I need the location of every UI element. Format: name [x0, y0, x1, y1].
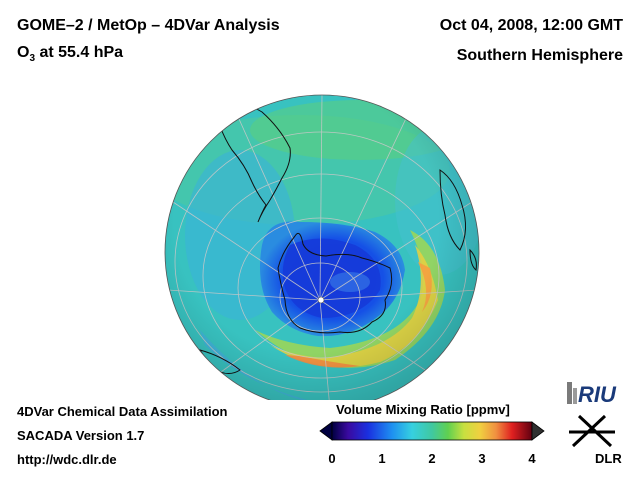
- globe-field: [165, 95, 479, 400]
- colorbar-tick-label: 2: [428, 451, 436, 466]
- colorbar-min-arrow: [319, 421, 333, 441]
- colorbar-title: Volume Mixing Ratio [ppmv]: [336, 402, 510, 417]
- pressure-level: at 55.4 hPa: [35, 44, 124, 61]
- colorbar: [319, 421, 545, 441]
- map-region: Southern Hemisphere: [456, 47, 623, 64]
- species-name: O: [17, 44, 30, 61]
- dlr-logo: DLR: [569, 414, 622, 466]
- map-date: Oct 04, 2008, 12:00 GMT: [439, 17, 623, 34]
- map-title: GOME–2 / MetOp – 4DVar Analysis: [17, 17, 280, 34]
- footer-url: http://wdc.dlr.de: [17, 452, 117, 467]
- colorbar-tick-label: 1: [378, 451, 386, 466]
- map-subtitle: O3 at 55.4 hPa: [17, 44, 123, 64]
- riu-logo-text: RIU: [578, 382, 617, 407]
- colorbar-gradient: [331, 421, 533, 441]
- colorbar-tick-label: 3: [478, 451, 486, 466]
- species-subscript: 3: [29, 53, 36, 65]
- colorbar-max-arrow: [531, 421, 545, 441]
- colorbar-tick-label: 4: [528, 451, 536, 466]
- ozone-globe-map: [164, 94, 480, 400]
- footer-version: SACADA Version 1.7: [17, 428, 145, 443]
- colorbar-tick-label: 0: [328, 451, 336, 466]
- footer-assimilation: 4DVar Chemical Data Assimilation: [17, 404, 228, 419]
- riu-logo: RIU: [567, 382, 617, 407]
- dlr-logo-text: DLR: [595, 451, 622, 466]
